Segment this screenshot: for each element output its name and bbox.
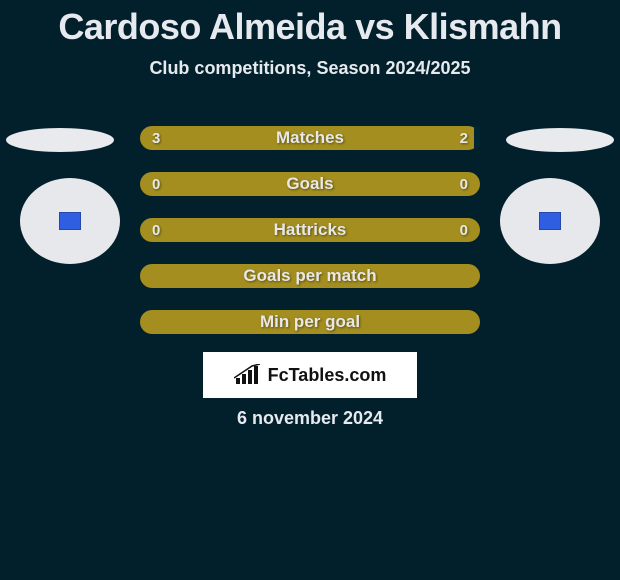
player-right-avatar bbox=[500, 178, 600, 264]
page-title: Cardoso Almeida vs Klismahn bbox=[0, 0, 620, 48]
fctables-badge[interactable]: FcTables.com bbox=[203, 352, 417, 398]
bar-chart-icon bbox=[234, 364, 262, 386]
stat-label: Hattricks bbox=[274, 220, 347, 240]
stat-bar-matches: 3 Matches 2 bbox=[140, 126, 480, 150]
stat-label: Goals per match bbox=[243, 266, 376, 286]
stat-label: Goals bbox=[286, 174, 333, 194]
stat-right-value: 0 bbox=[460, 222, 468, 239]
stat-bar-min-per-goal: Min per goal bbox=[140, 310, 480, 334]
stat-bar-hattricks: 0 Hattricks 0 bbox=[140, 218, 480, 242]
player-left-avatar bbox=[20, 178, 120, 264]
player-right-ellipse bbox=[506, 128, 614, 152]
stat-bar-goals: 0 Goals 0 bbox=[140, 172, 480, 196]
stat-bar-goals-per-match: Goals per match bbox=[140, 264, 480, 288]
footer-date: 6 november 2024 bbox=[0, 408, 620, 429]
image-placeholder-icon bbox=[539, 212, 561, 230]
stat-label: Matches bbox=[276, 128, 344, 148]
stat-left-value: 3 bbox=[152, 130, 160, 147]
badge-text: FcTables.com bbox=[268, 365, 387, 386]
stats-bars: 3 Matches 2 0 Goals 0 0 Hattricks 0 Goal… bbox=[140, 126, 480, 356]
stat-right-value: 0 bbox=[460, 176, 468, 193]
stat-left-value: 0 bbox=[152, 222, 160, 239]
page-subtitle: Club competitions, Season 2024/2025 bbox=[0, 58, 620, 79]
player-left-ellipse bbox=[6, 128, 114, 152]
stat-label: Min per goal bbox=[260, 312, 360, 332]
stat-left-value: 0 bbox=[152, 176, 160, 193]
image-placeholder-icon bbox=[59, 212, 81, 230]
stat-right-value: 2 bbox=[460, 130, 468, 147]
